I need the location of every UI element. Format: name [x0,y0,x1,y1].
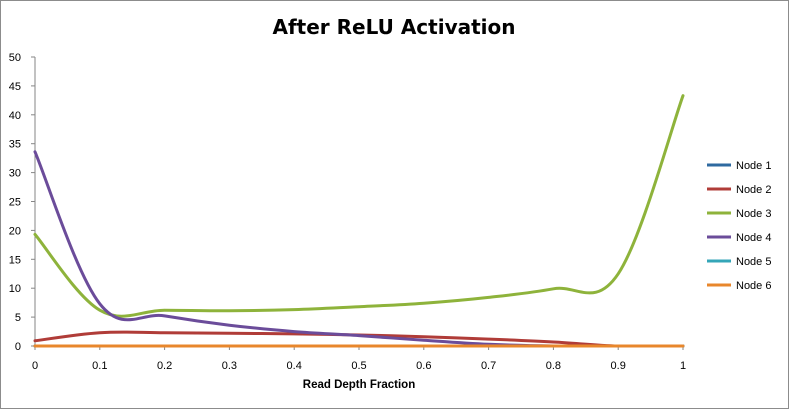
x-tick-label: 0.7 [481,360,496,372]
y-tick-label: 30 [9,168,21,180]
x-tick-label: 0.2 [157,360,172,372]
legend: Node 1 Node 2 Node 3 Node 4 Node 5 Node 6 [707,160,771,292]
x-tick-label: 1 [680,360,686,372]
x-tick-label: 0.5 [351,360,366,372]
y-tick-label: 25 [9,197,21,209]
x-tick-label: 0.1 [92,360,107,372]
x-tick-label: 0.4 [287,360,302,372]
y-tick-label: 50 [9,52,21,64]
y-tick-label: 35 [9,139,21,151]
x-tick-label: 0 [32,360,38,372]
x-tick-label: 0.8 [546,360,561,372]
legend-label: Node 3 [736,208,771,220]
x-tick-label: 0.3 [222,360,237,372]
legend-label: Node 1 [736,160,771,172]
y-tick-label: 5 [15,312,21,324]
x-axis-ticks: 0 0.1 0.2 0.3 0.4 0.5 0.6 0.7 0.8 0.9 1 [32,346,686,372]
x-axis-title: Read Depth Fraction [303,379,415,391]
series-line-3 [33,94,685,318]
y-tick-label: 10 [9,283,21,295]
series-lines [33,94,685,348]
x-tick-label: 0.9 [611,360,626,372]
series-line-4 [33,150,685,348]
legend-label: Node 5 [736,256,771,268]
y-tick-label: 20 [9,225,21,237]
axes [34,57,683,347]
x-tick-label: 0.6 [416,360,431,372]
y-tick-label: 0 [15,341,21,353]
legend-label: Node 2 [736,184,771,196]
legend-label: Node 6 [736,280,771,292]
y-tick-label: 40 [9,110,21,122]
y-tick-label: 45 [9,81,21,93]
y-tick-label: 15 [9,254,21,266]
y-axis-ticks: 0 5 10 15 20 25 30 35 40 45 50 [9,52,35,353]
chart-title: After ReLU Activation [272,15,515,39]
legend-label: Node 4 [736,232,771,244]
